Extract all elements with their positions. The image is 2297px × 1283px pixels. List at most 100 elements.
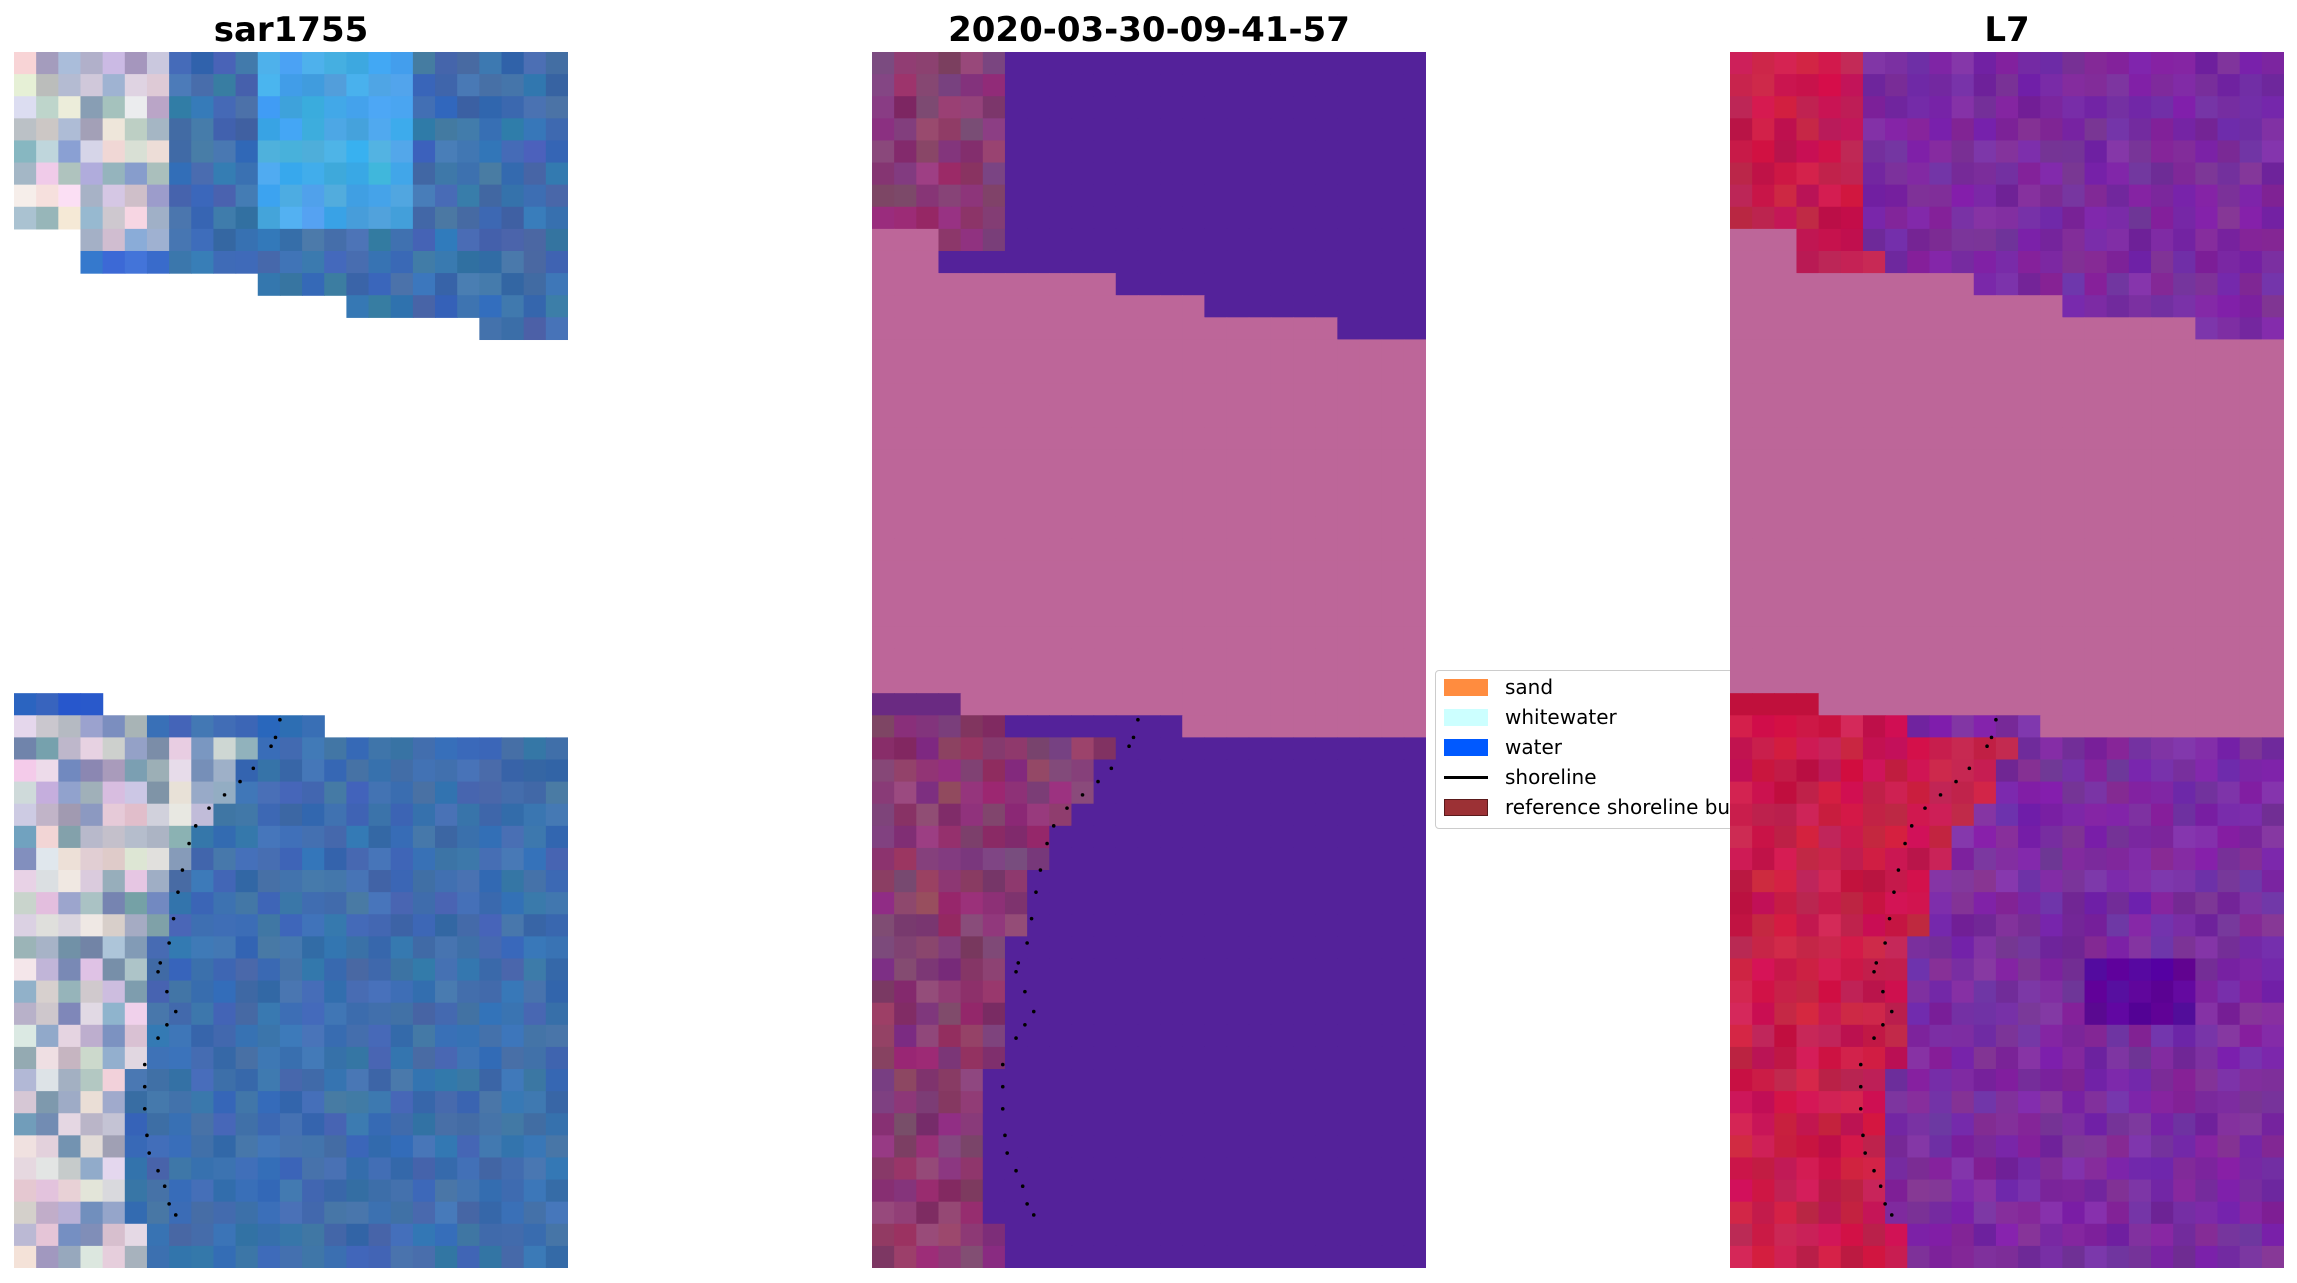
classified-pixel: [1071, 273, 1095, 296]
rgb-pixel: [235, 1024, 259, 1048]
classified-pixel: [1004, 317, 1028, 341]
classified-pixel: [1337, 317, 1361, 341]
classified-pixel: [1403, 870, 1426, 893]
classified-pixel: [1093, 96, 1117, 119]
rgb-pixel: [124, 1002, 148, 1026]
classified-pixel: [1293, 626, 1316, 650]
classified-pixel: [1359, 250, 1383, 274]
classified-pixel: [1315, 361, 1338, 385]
classified-pixel: [894, 538, 917, 562]
classified-pixel: [1160, 1135, 1183, 1159]
classified-pixel: [1226, 140, 1250, 164]
classified-pixel: [1160, 1201, 1183, 1225]
classified-pixel: [1049, 361, 1073, 385]
rgb-pixel: [257, 1002, 281, 1026]
rgb-pixel: [479, 295, 503, 318]
classified-pixel: [938, 1223, 962, 1247]
classified-pixel: [982, 1201, 1006, 1225]
rgb-pixel: [146, 1223, 170, 1247]
classified-pixel: [1248, 1069, 1272, 1092]
rgb-pixel: [80, 1135, 104, 1159]
classified-pixel: [1337, 52, 1361, 75]
classified-pixel: [1403, 361, 1426, 385]
classified-pixel: [1115, 140, 1139, 164]
classified-pixel: [938, 538, 962, 562]
rgb-pixel: [191, 1046, 215, 1070]
classified-pixel: [1093, 1069, 1117, 1092]
rgb-pixel: [235, 184, 259, 208]
classified-pixel: [1071, 317, 1095, 341]
classified-pixel: [1337, 1113, 1361, 1136]
rgb-pixel: [257, 781, 281, 805]
rgb-pixel: [235, 803, 259, 827]
rgb-pixel: [390, 118, 414, 142]
rgb-pixel: [368, 1135, 392, 1159]
classified-pixel: [1204, 693, 1228, 716]
classified-pixel: [916, 162, 940, 186]
rgb-pixel: [124, 1179, 148, 1203]
rgb-pixel: [36, 1223, 59, 1247]
classified-pixel: [1160, 737, 1183, 761]
classified-pixel: [1004, 162, 1028, 186]
rgb-pixel: [346, 759, 370, 783]
legend-item-shoreline: shoreline: [1444, 764, 1597, 790]
classified-pixel: [1315, 847, 1338, 871]
rgb-pixel: [501, 737, 525, 761]
rgb-pixel: [102, 1113, 126, 1136]
rgb-pixel: [302, 1113, 325, 1136]
classified-pixel: [1160, 472, 1183, 495]
classified-pixel: [1160, 914, 1183, 937]
rgb-pixel: [80, 96, 104, 119]
rgb-pixel: [14, 1223, 37, 1247]
classified-pixel: [1115, 1002, 1139, 1026]
rgb-pixel: [146, 1091, 170, 1114]
classified-pixel: [1337, 1002, 1361, 1026]
classified-pixel: [1049, 516, 1073, 539]
rgb-pixel: [213, 1069, 237, 1092]
classified-pixel: [960, 317, 984, 341]
classified-pixel: [1226, 317, 1250, 341]
classified-pixel: [916, 892, 940, 915]
rgb-pixel: [36, 980, 59, 1004]
rgb-pixel: [501, 1046, 525, 1070]
rgb-pixel: [523, 892, 547, 915]
classified-pixel: [1204, 604, 1228, 628]
classified-pixel: [1027, 1002, 1050, 1026]
classified-pixel: [1248, 1179, 1272, 1203]
rgb-pixel: [279, 74, 303, 97]
classified-pixel: [1293, 52, 1316, 75]
rgb-pixel: [545, 1113, 568, 1136]
classified-pixel: [1182, 648, 1205, 672]
classified-pixel: [872, 295, 895, 318]
classified-pixel: [1115, 1201, 1139, 1225]
classified-pixel: [1137, 582, 1161, 606]
classified-pixel: [1381, 52, 1405, 75]
classified-pixel: [1204, 228, 1228, 252]
rgb-pixel: [124, 803, 148, 827]
classified-pixel: [1248, 560, 1272, 584]
classified-pixel: [1381, 803, 1405, 827]
classified-pixel: [1381, 405, 1405, 429]
rgb-pixel: [479, 317, 503, 341]
rgb-pixel: [169, 1046, 192, 1070]
rgb-pixel: [58, 825, 82, 849]
classified-pixel: [1359, 715, 1383, 738]
rgb-pixel: [14, 892, 37, 915]
shoreline-point: [1025, 1202, 1029, 1206]
classified-pixel: [1204, 472, 1228, 495]
rgb-pixel: [80, 206, 104, 230]
rgb-pixel: [501, 140, 525, 164]
classified-pixel: [1137, 96, 1161, 119]
classified-pixel: [1381, 118, 1405, 142]
rgb-pixel: [124, 870, 148, 893]
classified-pixel: [1071, 538, 1095, 562]
rgb-pixel: [14, 936, 37, 960]
rgb-pixel: [146, 184, 170, 208]
classified-pixel: [1270, 250, 1294, 274]
shoreline-point: [1025, 941, 1029, 945]
rgb-pixel: [346, 1113, 370, 1136]
classified-pixel: [1093, 737, 1117, 761]
classified-pixel: [1182, 538, 1205, 562]
rgb-pixel: [146, 118, 170, 142]
classified-pixel: [1160, 184, 1183, 208]
